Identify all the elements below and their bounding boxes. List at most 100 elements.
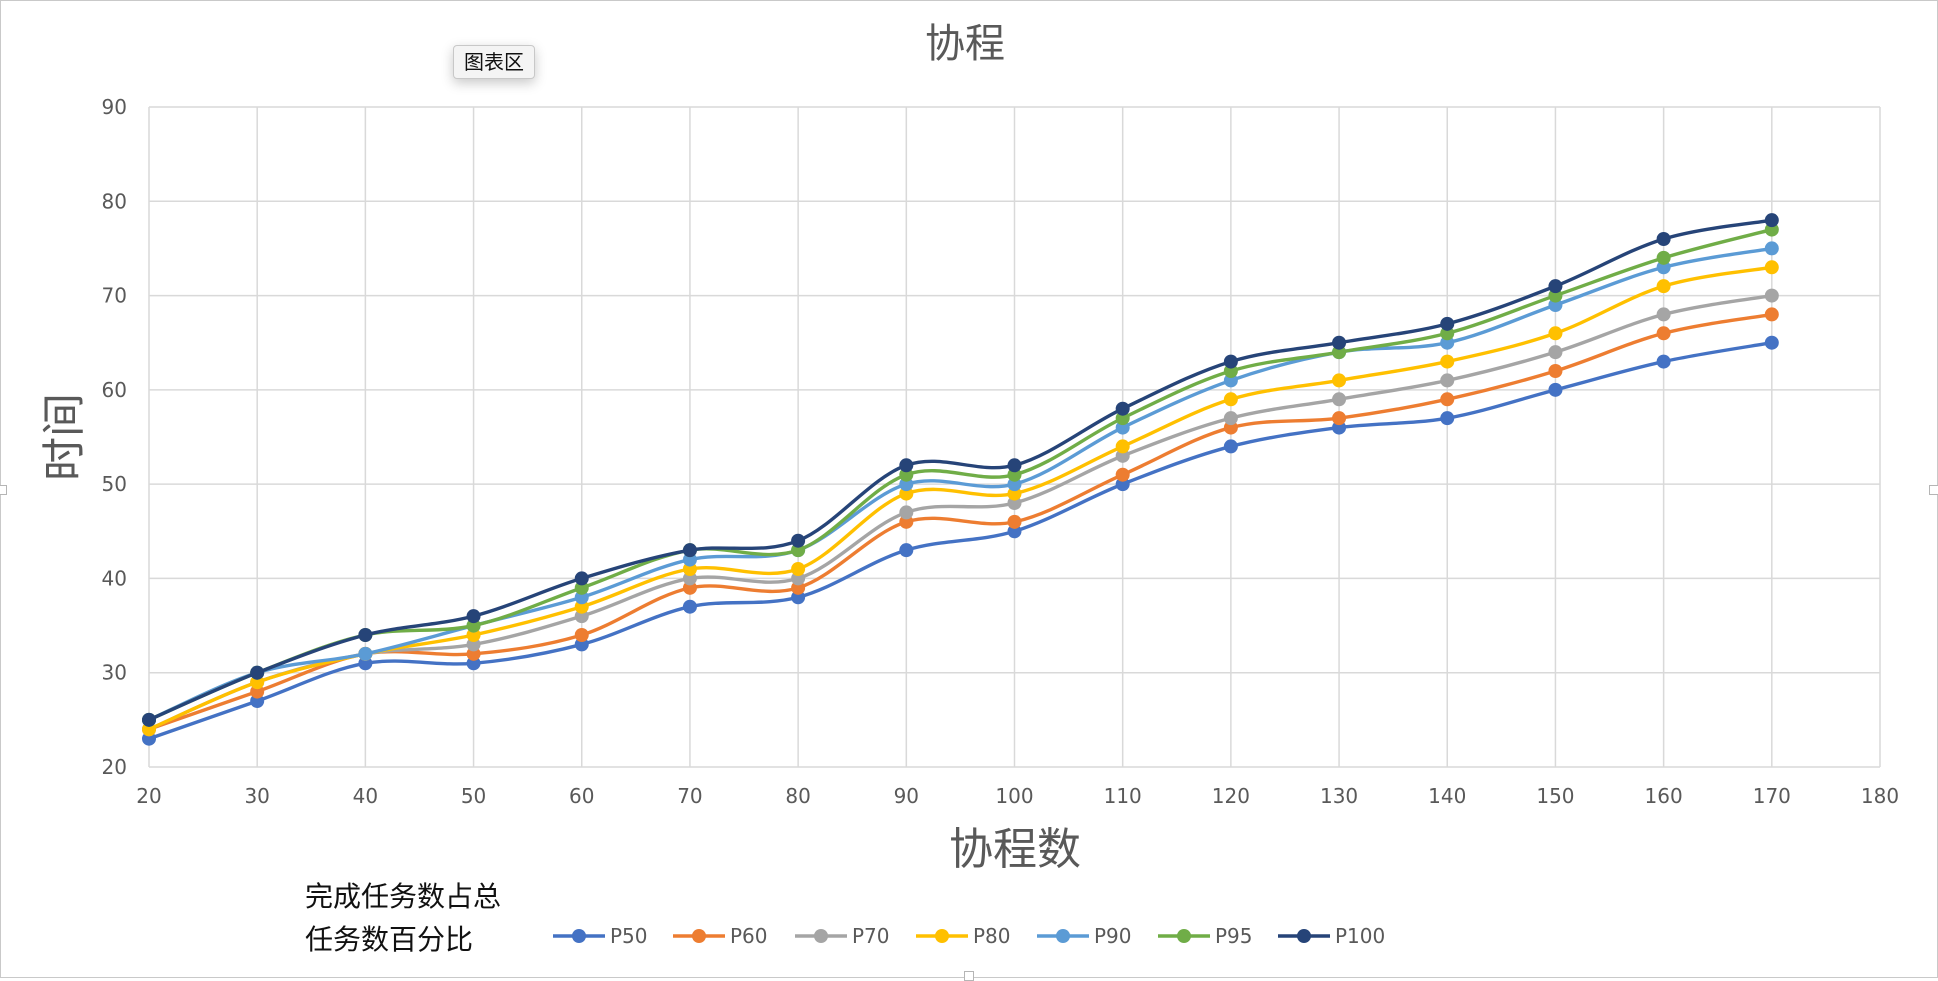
legend-item-p100[interactable]: P100 <box>1278 924 1385 948</box>
data-point-p50 <box>1548 382 1563 397</box>
x-tick-label: 30 <box>244 784 269 808</box>
x-tick-label: 80 <box>785 784 810 808</box>
data-point-p50 <box>1440 411 1455 426</box>
x-tick-label: 20 <box>136 784 161 808</box>
series-line-p60 <box>147 312 1774 731</box>
data-point-p50 <box>1223 439 1238 454</box>
series-line-p80 <box>147 265 1774 731</box>
data-point-p80 <box>1548 326 1563 341</box>
legend-label: P95 <box>1215 924 1253 948</box>
series-line-p90 <box>147 246 1774 722</box>
data-point-p90 <box>358 646 373 661</box>
data-point-p70 <box>899 505 914 520</box>
y-tick-label: 40 <box>102 566 127 590</box>
x-tick-label: 140 <box>1428 784 1466 808</box>
data-point-p50 <box>1764 335 1779 350</box>
x-tick-label: 50 <box>461 784 486 808</box>
legend-label: P60 <box>730 924 768 948</box>
x-tick-label: 170 <box>1753 784 1791 808</box>
data-series <box>142 213 1779 746</box>
data-point-p100 <box>1332 335 1347 350</box>
legend-label: P50 <box>610 924 648 948</box>
data-point-p50 <box>1656 354 1671 369</box>
data-point-p100 <box>574 571 589 586</box>
resize-handle-left[interactable] <box>0 485 7 495</box>
y-tick-label: 70 <box>102 284 127 308</box>
data-point-p100 <box>1764 213 1779 228</box>
data-point-p100 <box>466 609 481 624</box>
data-point-p100 <box>250 665 265 680</box>
resize-handle-bottom[interactable] <box>964 971 974 981</box>
x-tick-label: 40 <box>353 784 378 808</box>
legend-label: P90 <box>1094 924 1132 948</box>
x-tick-label: 90 <box>894 784 919 808</box>
data-point-p100 <box>1223 354 1238 369</box>
x-tick-label: 70 <box>677 784 702 808</box>
data-point-p100 <box>1007 458 1022 473</box>
series-line-p95 <box>147 227 1774 722</box>
x-tick-label: 150 <box>1536 784 1574 808</box>
data-point-p60 <box>1332 411 1347 426</box>
x-tick-label: 110 <box>1104 784 1142 808</box>
y-tick-label: 60 <box>102 378 127 402</box>
legend-swatch-marker <box>1177 929 1191 943</box>
tick-labels: 20 30 40 50 60 70 80 90 100 110 120 130 140 150 160 170… <box>102 95 1900 808</box>
y-tick-label: 20 <box>102 755 127 779</box>
data-point-p60 <box>1764 307 1779 322</box>
legend-item-p70[interactable]: P70 <box>795 924 890 948</box>
data-point-p80 <box>1115 439 1130 454</box>
y-tick-label: 80 <box>102 189 127 213</box>
legend-swatch-marker <box>692 929 706 943</box>
legend-item-p80[interactable]: P80 <box>916 924 1011 948</box>
gridlines <box>148 106 1881 768</box>
series-line-p100 <box>147 218 1774 722</box>
data-point-p100 <box>142 712 156 727</box>
x-tick-label: 160 <box>1645 784 1683 808</box>
x-tick-label: 60 <box>569 784 594 808</box>
y-tick-label: 90 <box>102 95 127 119</box>
data-point-p80 <box>1332 373 1347 388</box>
data-point-p60 <box>1440 392 1455 407</box>
legend: P50 P60 P70 P80 P90 P95 P100 <box>553 924 1385 948</box>
legend-item-p95[interactable]: P95 <box>1158 924 1253 948</box>
data-point-p100 <box>1440 316 1455 331</box>
data-point-p95 <box>1656 250 1671 265</box>
data-point-p70 <box>1548 345 1563 360</box>
legend-title-line-1: 完成任务数占总 <box>305 880 502 913</box>
legend-title-line-2: 任务数百分比 <box>305 923 474 956</box>
data-point-p80 <box>1440 354 1455 369</box>
data-point-p100 <box>682 543 697 558</box>
data-point-p100 <box>899 458 914 473</box>
legend-item-p60[interactable]: P60 <box>673 924 768 948</box>
legend-label: P70 <box>852 924 890 948</box>
resize-handle-right[interactable] <box>1929 485 1938 495</box>
legend-swatch-marker <box>935 929 949 943</box>
legend-item-p90[interactable]: P90 <box>1037 924 1132 948</box>
data-point-p100 <box>358 628 373 642</box>
x-tick-label: 120 <box>1212 784 1250 808</box>
data-point-p50 <box>899 543 914 558</box>
chart-title: 协程 <box>925 21 1005 67</box>
data-point-p80 <box>1223 392 1238 407</box>
data-point-p80 <box>1764 260 1779 275</box>
data-point-p100 <box>1115 401 1130 416</box>
legend-swatch-marker <box>1056 929 1070 943</box>
legend-label: P100 <box>1335 924 1385 948</box>
x-axis-label: 协程数 <box>949 824 1081 875</box>
legend-label: P80 <box>973 924 1011 948</box>
chart-area-tooltip: 图表区 <box>453 45 535 79</box>
data-point-p60 <box>1007 514 1022 529</box>
series-p100 <box>142 213 1779 727</box>
data-point-p60 <box>1548 364 1563 378</box>
data-point-p80 <box>791 562 806 576</box>
legend-swatch-marker <box>814 929 828 943</box>
legend-swatch-marker <box>572 929 586 943</box>
data-point-p100 <box>1656 232 1671 246</box>
legend-title: 完成任务数占总 任务数百分比 <box>305 875 535 961</box>
data-point-p60 <box>574 628 589 642</box>
data-point-p70 <box>1764 288 1779 303</box>
data-point-p100 <box>791 533 806 548</box>
legend-item-p50[interactable]: P50 <box>553 924 648 948</box>
